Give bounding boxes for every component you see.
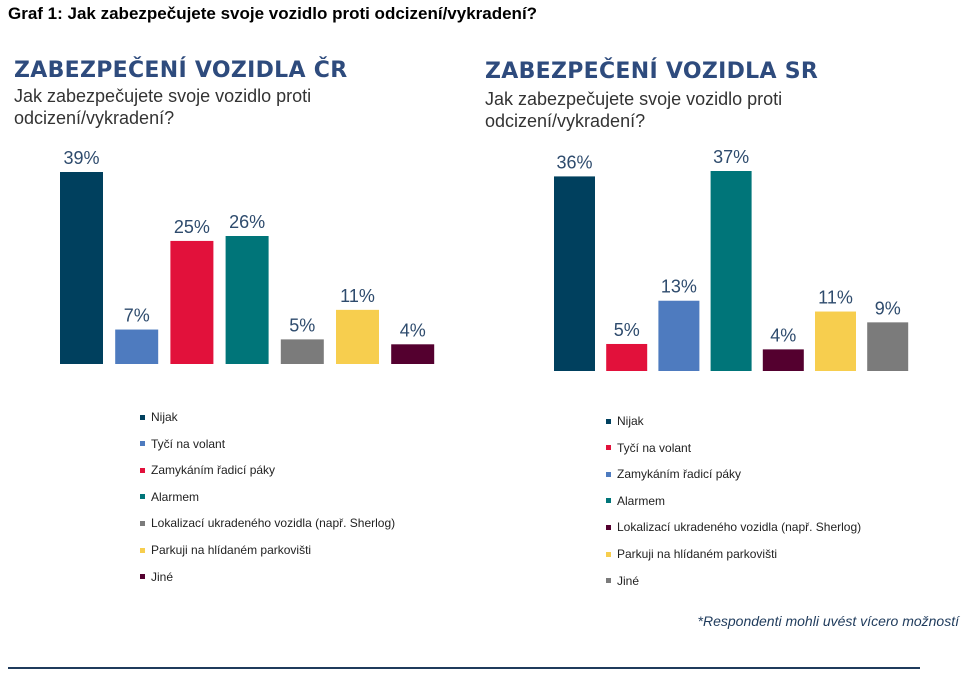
legend-item-sr-6: Jiné (606, 574, 639, 588)
bar-cr-3 (225, 236, 269, 364)
footer-divider (8, 667, 920, 669)
legend-item-sr-1: Tyčí na volant (606, 441, 691, 455)
data-label-sr-0: 36% (556, 152, 592, 172)
chart-subtitle-sr: Jak zabezpečujete svoje vozidlo proti od… (485, 89, 783, 131)
legend-item-sr-0: Nijak (606, 414, 644, 428)
data-label-cr-3: 26% (229, 212, 265, 232)
bar-chart-sr: 36% 5% 13% 37% 4% 11% 9% (554, 147, 909, 371)
data-label-cr-1: 7% (124, 306, 150, 326)
bar-sr-6 (867, 322, 909, 371)
bar-cr-2 (170, 240, 214, 364)
legend-swatch (140, 441, 145, 447)
data-label-sr-2: 13% (661, 277, 697, 297)
bar-sr-1 (606, 343, 648, 371)
legend-label: Lokalizací ukradeného vozidla (např. She… (617, 520, 862, 535)
data-label-sr-6: 9% (875, 298, 901, 318)
data-label-sr-4: 4% (770, 325, 796, 345)
legend-label: Nijak (151, 410, 178, 424)
data-label-sr-5: 11% (818, 288, 853, 308)
legend-label: Jiné (617, 573, 640, 588)
legend-swatch (606, 498, 611, 504)
legend-item-sr-2: Zamykáním řadicí páky (606, 467, 741, 481)
legend-swatch (606, 418, 611, 424)
legend-item-cr-6: Jiné (140, 570, 173, 584)
bar-cr-6 (391, 344, 435, 364)
data-label-cr-5: 11% (340, 286, 375, 306)
legend-swatch (140, 494, 145, 500)
data-label-cr-6: 4% (400, 320, 426, 340)
legend-label: Parkuji na hlídaném parkovišti (617, 547, 778, 561)
bar-sr-4 (762, 349, 804, 371)
legend-item-cr-2: Zamykáním řadicí páky (140, 463, 275, 477)
legend-label: Lokalizací ukradeného vozidla (např. She… (151, 516, 396, 531)
data-label-cr-4: 5% (289, 315, 315, 335)
bar-cr-4 (280, 339, 324, 364)
chart-subtitle-cr: Jak zabezpečujete svoje vozidlo proti od… (14, 86, 312, 128)
bar-chart-cr: 39% 7% 25% 26% 5% 11% 4% (60, 148, 435, 364)
respondent-note: *Respondenti mohli uvést vícero možností (697, 613, 959, 629)
legend-swatch (140, 547, 145, 553)
legend-swatch (140, 467, 145, 473)
legend-swatch (140, 574, 145, 580)
bar-cr-1 (115, 329, 159, 364)
bar-sr-0 (554, 176, 595, 371)
chart-title-sr: ZABEZPEČENÍ VOZIDLA SR (485, 59, 819, 84)
data-label-cr-2: 25% (174, 217, 210, 237)
bar-sr-5 (815, 311, 856, 371)
legend-label: Zamykáním řadicí páky (617, 467, 742, 482)
legend-swatch (606, 471, 611, 477)
legend-swatch (140, 520, 145, 526)
legend-item-sr-5: Parkuji na hlídaném parkovišti (606, 547, 777, 561)
bar-cr-5 (336, 309, 379, 364)
legend-item-sr-4: Lokalizací ukradeného vozidla (např. She… (606, 520, 861, 534)
data-label-sr-1: 5% (614, 320, 640, 340)
legend-label: Jiné (151, 569, 174, 584)
legend-item-sr-3: Alarmem (606, 494, 665, 508)
bar-sr-3 (710, 171, 752, 371)
legend-item-cr-5: Parkuji na hlídaném parkovišti (140, 543, 311, 557)
legend-label: Tyčí na volant (151, 436, 226, 451)
legend-label: Zamykáním řadicí páky (151, 463, 276, 478)
legend-item-cr-0: Nijak (140, 410, 178, 424)
legend-label: Tyčí na volant (617, 440, 692, 455)
legend-label: Nijak (617, 414, 644, 428)
bar-sr-2 (658, 300, 700, 371)
data-label-sr-3: 37% (713, 147, 749, 167)
legend-label: Parkuji na hlídaném parkovišti (151, 543, 312, 557)
legend-item-cr-1: Tyčí na volant (140, 437, 225, 451)
legend-item-cr-3: Alarmem (140, 490, 199, 504)
chart-title-cr: ZABEZPEČENÍ VOZIDLA ČR (14, 58, 348, 83)
legend-swatch (606, 551, 611, 557)
legend-swatch (606, 578, 611, 584)
legend-swatch (606, 524, 611, 530)
legend-item-cr-4: Lokalizací ukradeného vozidla (např. She… (140, 516, 395, 530)
legend-label: Alarmem (151, 489, 200, 504)
legend-swatch (606, 445, 611, 451)
page-title: Graf 1: Jak zabezpečujete svoje vozidlo … (8, 4, 538, 23)
bar-cr-0 (60, 172, 103, 364)
legend-label: Alarmem (617, 493, 666, 508)
legend-swatch (140, 414, 145, 420)
data-label-cr-0: 39% (63, 148, 99, 168)
